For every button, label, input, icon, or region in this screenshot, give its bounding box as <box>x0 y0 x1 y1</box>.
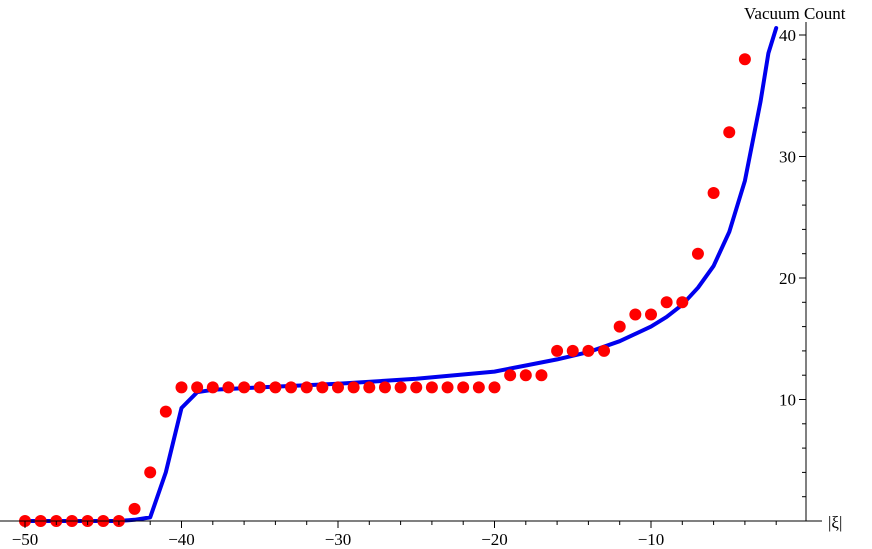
x-tick-label: −40 <box>168 530 195 549</box>
x-tick-label: −20 <box>481 530 508 549</box>
data-point <box>159 405 172 418</box>
data-point <box>582 344 595 357</box>
point-series <box>19 53 751 527</box>
data-point <box>598 344 611 357</box>
data-point <box>472 381 485 394</box>
data-point <box>629 308 642 321</box>
data-point <box>347 381 360 394</box>
x-tick-label: −10 <box>638 530 665 549</box>
data-point <box>238 381 251 394</box>
data-point <box>425 381 438 394</box>
data-point <box>300 381 313 394</box>
data-point <box>285 381 298 394</box>
y-tick-label: 30 <box>779 148 796 167</box>
data-point <box>175 381 188 394</box>
data-point <box>535 369 548 382</box>
data-point <box>410 381 423 394</box>
axes: −50 −40 −30 −20 −10 10 20 30 40 <box>0 22 822 549</box>
data-point <box>457 381 470 394</box>
data-point <box>488 381 501 394</box>
x-axis-label: |ξ| <box>828 513 842 532</box>
data-point <box>691 247 704 260</box>
x-tick-label: −50 <box>12 530 39 549</box>
y-axis-label: Vacuum Count <box>744 4 846 23</box>
x-tick-label: −30 <box>325 530 352 549</box>
data-point <box>660 296 673 309</box>
data-point <box>723 126 736 139</box>
data-point <box>363 381 376 394</box>
data-point <box>191 381 204 394</box>
plot-area <box>19 26 779 527</box>
data-point <box>676 296 689 309</box>
fit-curve <box>23 26 779 523</box>
data-point <box>222 381 235 394</box>
data-point <box>144 466 157 479</box>
data-point <box>332 381 344 394</box>
y-tick-label: 20 <box>779 269 796 288</box>
data-point <box>206 381 219 394</box>
y-tick-label: 40 <box>779 26 796 45</box>
data-point <box>269 381 282 394</box>
data-point <box>566 344 579 357</box>
data-point <box>738 53 751 66</box>
data-point <box>613 320 626 333</box>
data-point <box>707 186 720 199</box>
data-point <box>441 381 454 394</box>
data-point <box>551 344 564 357</box>
data-point <box>504 369 517 382</box>
y-tick-label: 10 <box>779 391 796 410</box>
data-point <box>316 381 329 394</box>
data-point <box>394 381 407 394</box>
data-point <box>378 381 391 394</box>
line-series <box>23 26 779 523</box>
data-point <box>519 369 532 382</box>
data-point <box>253 381 266 394</box>
data-point <box>128 502 141 515</box>
data-point <box>645 308 657 321</box>
